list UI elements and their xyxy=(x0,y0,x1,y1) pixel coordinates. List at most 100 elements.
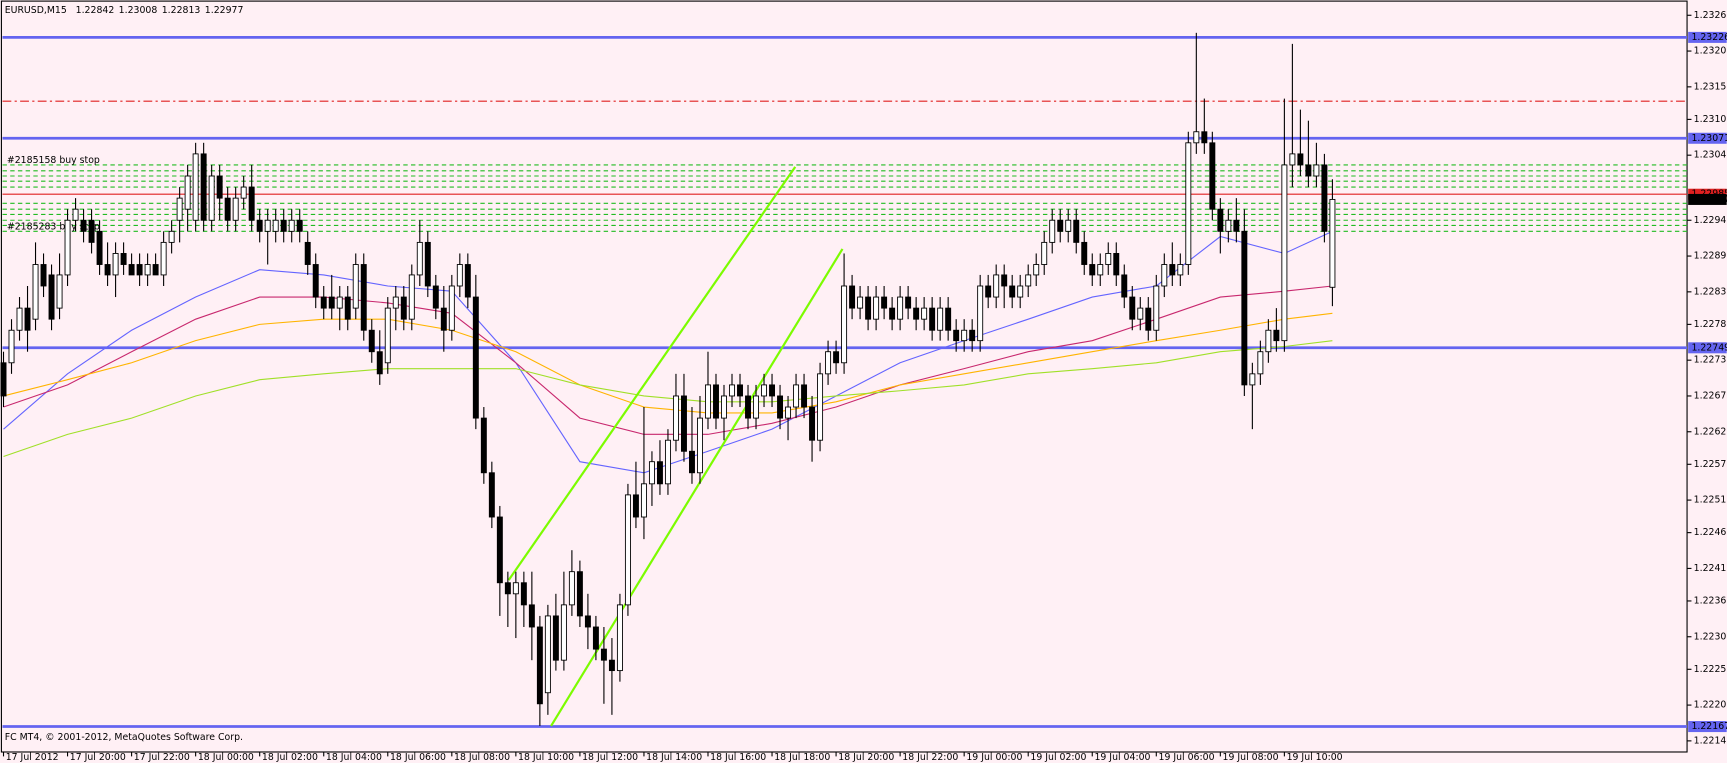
candle-body xyxy=(993,274,1000,298)
candle-body xyxy=(737,384,743,397)
candle-body xyxy=(352,264,359,309)
candle-body xyxy=(761,384,768,397)
y-tick-label: 1.22675 xyxy=(1694,390,1727,401)
candle-body xyxy=(280,219,287,232)
candle-body xyxy=(793,384,800,408)
candle-body xyxy=(312,264,319,298)
x-tick-label: 18 Jul 08:00 xyxy=(454,752,510,763)
candle-body xyxy=(400,296,407,320)
candle-body xyxy=(464,264,471,298)
y-tick-label: 1.22620 xyxy=(1694,426,1727,437)
candle-body xyxy=(112,253,119,276)
candle-body xyxy=(857,296,864,309)
candle-body xyxy=(801,384,808,408)
y-tick-label: 1.22305 xyxy=(1694,631,1727,642)
candle-body xyxy=(424,241,431,287)
candle-body xyxy=(344,296,351,320)
header-open: 1.22842 xyxy=(76,4,115,15)
level-label: 1.23071 xyxy=(1691,133,1727,144)
candle-body xyxy=(600,648,607,661)
candle-body xyxy=(432,285,439,309)
candle-body xyxy=(80,219,87,232)
x-tick-label: 18 Jul 06:00 xyxy=(390,752,446,763)
candle-body xyxy=(648,461,655,485)
candle-body xyxy=(905,296,912,309)
bid-label: 1.22977 xyxy=(1691,194,1727,205)
y-tick-label: 1.22835 xyxy=(1694,286,1727,297)
candle-body xyxy=(1041,241,1048,265)
candle-body xyxy=(1009,285,1016,298)
y-tick-label: 1.22570 xyxy=(1694,459,1727,470)
candle-body xyxy=(336,296,343,309)
candle-body xyxy=(681,395,687,452)
candle-body xyxy=(560,604,567,661)
level-label: 1.23226 xyxy=(1691,32,1727,43)
candle-body xyxy=(1321,164,1328,232)
candle-body xyxy=(24,307,31,331)
y-tick-label: 1.22360 xyxy=(1694,595,1727,606)
candle-body xyxy=(208,175,215,221)
candle-body xyxy=(88,219,95,243)
candle-body xyxy=(1073,219,1080,243)
candle-body xyxy=(697,417,703,474)
candle-body xyxy=(1017,285,1024,298)
level-label: 1.22749 xyxy=(1691,342,1727,353)
candle-body xyxy=(520,582,527,606)
candle-body xyxy=(977,285,984,342)
x-tick-label: 19 Jul 00:00 xyxy=(966,752,1022,763)
header-close: 1.22977 xyxy=(205,4,244,15)
candle-body xyxy=(1001,274,1008,287)
y-tick-label: 1.23045 xyxy=(1694,150,1727,161)
trendline xyxy=(550,248,844,727)
candle-body xyxy=(96,230,103,265)
x-tick-label: 17 Jul 2012 xyxy=(6,752,59,763)
candle-body xyxy=(192,153,199,221)
level-label-box xyxy=(1688,31,1727,43)
candle-body xyxy=(384,307,391,364)
candle-body xyxy=(937,307,944,331)
candle-body xyxy=(985,285,992,298)
bid-label-box xyxy=(1688,193,1727,205)
candle-body xyxy=(672,395,679,441)
candle-body xyxy=(608,659,615,672)
candle-body xyxy=(72,208,79,221)
candle-body xyxy=(152,264,159,276)
x-tick-label: 19 Jul 04:00 xyxy=(1094,752,1150,763)
y-tick-label: 1.22200 xyxy=(1694,700,1727,711)
candle-body xyxy=(496,516,503,584)
x-tick-label: 18 Jul 20:00 xyxy=(838,752,894,763)
x-tick-label: 19 Jul 08:00 xyxy=(1223,752,1279,763)
candle-body xyxy=(1209,142,1216,210)
y-tick-label: 1.22785 xyxy=(1694,319,1727,330)
candle-body xyxy=(480,417,487,474)
candle-body xyxy=(953,329,960,342)
x-tick-label: 18 Jul 12:00 xyxy=(582,752,638,763)
candle-body xyxy=(825,351,832,375)
candle-body xyxy=(536,626,543,705)
y-tick-label: 1.23205 xyxy=(1694,46,1727,57)
x-tick-label: 19 Jul 02:00 xyxy=(1030,752,1086,763)
level-label: 1.22167 xyxy=(1691,721,1727,732)
candle-body xyxy=(913,307,920,320)
candle-body xyxy=(368,329,375,353)
candle-body xyxy=(729,384,735,397)
candle-body xyxy=(256,219,263,232)
x-tick-label: 18 Jul 22:00 xyxy=(902,752,958,763)
candle-body xyxy=(777,395,784,419)
candle-body xyxy=(1113,253,1120,276)
candle-body xyxy=(1233,219,1240,232)
candle-body xyxy=(56,274,63,309)
candle-body xyxy=(785,406,792,419)
candle-body xyxy=(1129,296,1136,320)
candle-body xyxy=(440,307,447,331)
candle-body xyxy=(16,307,23,331)
y-tick-label: 1.22410 xyxy=(1694,563,1727,574)
candle-body xyxy=(624,494,631,606)
candle-body xyxy=(865,296,872,320)
candle-body xyxy=(1249,373,1256,386)
candle-body xyxy=(632,494,639,518)
candle-body xyxy=(8,329,15,364)
candle-body xyxy=(224,197,231,221)
x-tick-label: 17 Jul 20:00 xyxy=(70,752,126,763)
y-tick-label: 1.22255 xyxy=(1694,664,1727,675)
